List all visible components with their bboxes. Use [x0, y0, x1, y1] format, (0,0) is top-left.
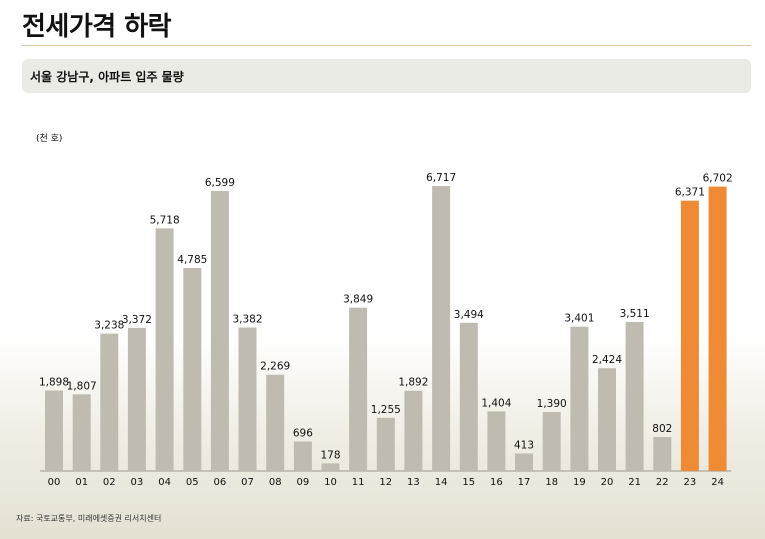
x-tick-label-20: 20	[601, 477, 614, 488]
y-unit-label: (천 호)	[36, 134, 63, 144]
value-label-22: 802	[652, 423, 672, 435]
bar-10	[321, 463, 340, 471]
x-tick-label-00: 00	[48, 477, 61, 488]
value-label-16: 1,404	[481, 397, 511, 409]
chart-subtitle: 서울 강남구, 아파트 입주 물량	[30, 70, 184, 84]
x-tick-label-13: 13	[407, 477, 420, 488]
bar-15	[459, 322, 478, 471]
x-tick-label-11: 11	[352, 477, 365, 488]
x-tick-label-03: 03	[131, 477, 144, 488]
value-label-18: 1,390	[537, 398, 567, 410]
x-tick-label-09: 09	[297, 477, 310, 488]
x-tick-label-08: 08	[269, 477, 282, 488]
value-label-01: 1,807	[67, 380, 97, 392]
bar-01	[72, 394, 91, 471]
value-label-15: 3,494	[454, 309, 484, 321]
x-tick-label-06: 06	[214, 477, 227, 488]
x-tick-label-22: 22	[656, 477, 669, 488]
x-tick-label-24: 24	[711, 477, 724, 488]
x-tick-label-01: 01	[75, 477, 88, 488]
x-tick-label-14: 14	[435, 477, 448, 488]
value-label-21: 3,511	[620, 308, 650, 320]
bar-09	[293, 441, 312, 471]
bar-07	[238, 327, 257, 471]
bar-19	[570, 326, 589, 471]
x-tick-label-17: 17	[518, 477, 531, 488]
bar-20	[598, 368, 616, 471]
x-tick-label-16: 16	[490, 477, 503, 488]
bar-11	[349, 307, 368, 471]
value-label-00: 1,898	[39, 377, 69, 389]
value-label-12: 1,255	[371, 404, 401, 416]
bar-12	[376, 417, 395, 471]
x-tick-label-05: 05	[186, 477, 199, 488]
title-divider	[22, 45, 751, 46]
bar-18	[542, 412, 561, 471]
value-label-08: 2,269	[260, 361, 290, 373]
bar-06	[210, 191, 229, 471]
value-label-10: 178	[320, 449, 340, 461]
page-title: 전세가격 하락	[22, 12, 172, 42]
subtitle-box: 서울 강남구, 아파트 입주 물량	[22, 59, 751, 93]
bar-13	[404, 390, 423, 471]
bar-00	[45, 390, 63, 471]
value-label-23: 6,371	[675, 187, 705, 199]
bar-21	[625, 322, 644, 471]
x-tick-label-18: 18	[545, 477, 558, 488]
value-label-24: 6,702	[703, 173, 733, 185]
value-label-11: 3,849	[343, 294, 373, 306]
bar-14	[432, 186, 451, 471]
value-label-14: 6,717	[426, 172, 456, 184]
x-tick-label-07: 07	[241, 477, 254, 488]
x-tick-label-19: 19	[573, 477, 586, 488]
bar-23	[680, 200, 699, 471]
value-label-09: 696	[293, 428, 313, 440]
value-label-13: 1,892	[398, 377, 428, 389]
value-label-03: 3,372	[122, 314, 152, 326]
source-note: 자료: 국토교통부, 미래에셋증권 리서치센터	[16, 514, 162, 523]
value-label-19: 3,401	[564, 313, 594, 325]
x-tick-label-12: 12	[379, 477, 392, 488]
x-tick-label-10: 10	[324, 477, 337, 488]
value-label-04: 5,718	[150, 214, 180, 226]
bar-04	[155, 228, 174, 471]
value-label-07: 3,382	[232, 314, 262, 326]
bar-16	[487, 411, 506, 471]
bar-22	[653, 437, 672, 471]
x-tick-label-04: 04	[158, 477, 171, 488]
value-label-05: 4,785	[177, 254, 207, 266]
x-tick-label-02: 02	[103, 477, 116, 488]
bar-08	[266, 374, 285, 471]
bar-03	[127, 327, 146, 471]
value-label-20: 2,424	[592, 354, 622, 366]
value-label-06: 6,599	[205, 177, 235, 189]
x-tick-label-21: 21	[628, 477, 641, 488]
value-label-02: 3,238	[94, 320, 124, 332]
value-label-17: 413	[514, 440, 534, 452]
bar-02	[100, 333, 119, 471]
bar-24	[708, 186, 727, 471]
x-tick-label-15: 15	[462, 477, 475, 488]
bar-17	[515, 453, 533, 471]
x-tick-label-23: 23	[684, 477, 697, 488]
bar-05	[183, 268, 202, 471]
